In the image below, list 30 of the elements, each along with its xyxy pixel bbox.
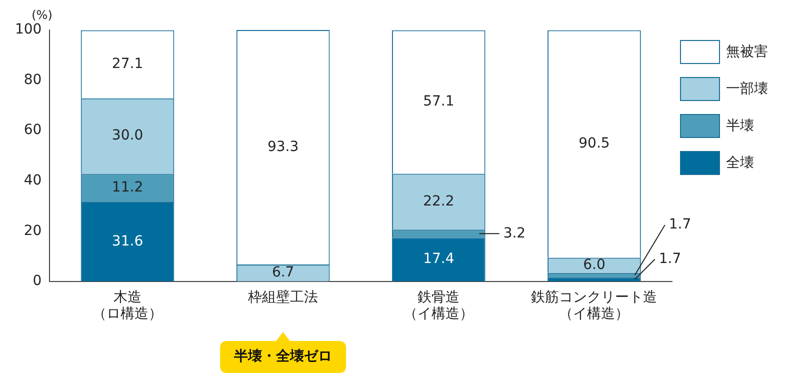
y-tick-label: 60 bbox=[24, 122, 42, 138]
text: 無被害 bbox=[726, 43, 768, 61]
data-label: 30.0 bbox=[112, 128, 144, 144]
data-label: 31.6 bbox=[112, 233, 144, 250]
data-label: 57.1 bbox=[423, 94, 454, 110]
x-tick-label: 鉄骨造（イ構造） bbox=[404, 289, 474, 322]
y-tick-label: 20 bbox=[24, 222, 42, 239]
data-label: 27.1 bbox=[112, 56, 144, 72]
x-tick-label: 鉄筋コンクリート造（イ構造） bbox=[531, 289, 658, 322]
y-axis-title: (%) bbox=[32, 8, 52, 22]
data-label: 1.7 bbox=[668, 216, 692, 233]
y-tick-label: 80 bbox=[24, 72, 42, 88]
text: 半壊・全壊ゼロ bbox=[233, 348, 332, 365]
data-label: 17.4 bbox=[423, 251, 454, 268]
x-tick-label: 枠組壁工法 bbox=[247, 289, 318, 306]
legend-label: 半壊 bbox=[726, 117, 754, 135]
data-label: 90.5 bbox=[578, 136, 610, 152]
data-label: 1.7 bbox=[658, 250, 682, 267]
x-tick-label: 木造（ロ構造） bbox=[92, 289, 163, 322]
data-label: 6.0 bbox=[583, 256, 606, 273]
y-tick-label: 40 bbox=[24, 172, 42, 188]
y-tick-label: 100 bbox=[14, 22, 42, 38]
data-label: 93.3 bbox=[267, 138, 299, 155]
y-tick-label: 0 bbox=[32, 273, 42, 290]
legend-label: 一部壊 bbox=[726, 80, 768, 98]
data-label: 6.7 bbox=[272, 264, 294, 281]
data-label: 3.2 bbox=[503, 225, 526, 242]
data-label: 22.2 bbox=[423, 193, 454, 210]
legend-label: 全壊 bbox=[726, 154, 754, 172]
data-label: 11.2 bbox=[112, 180, 144, 196]
